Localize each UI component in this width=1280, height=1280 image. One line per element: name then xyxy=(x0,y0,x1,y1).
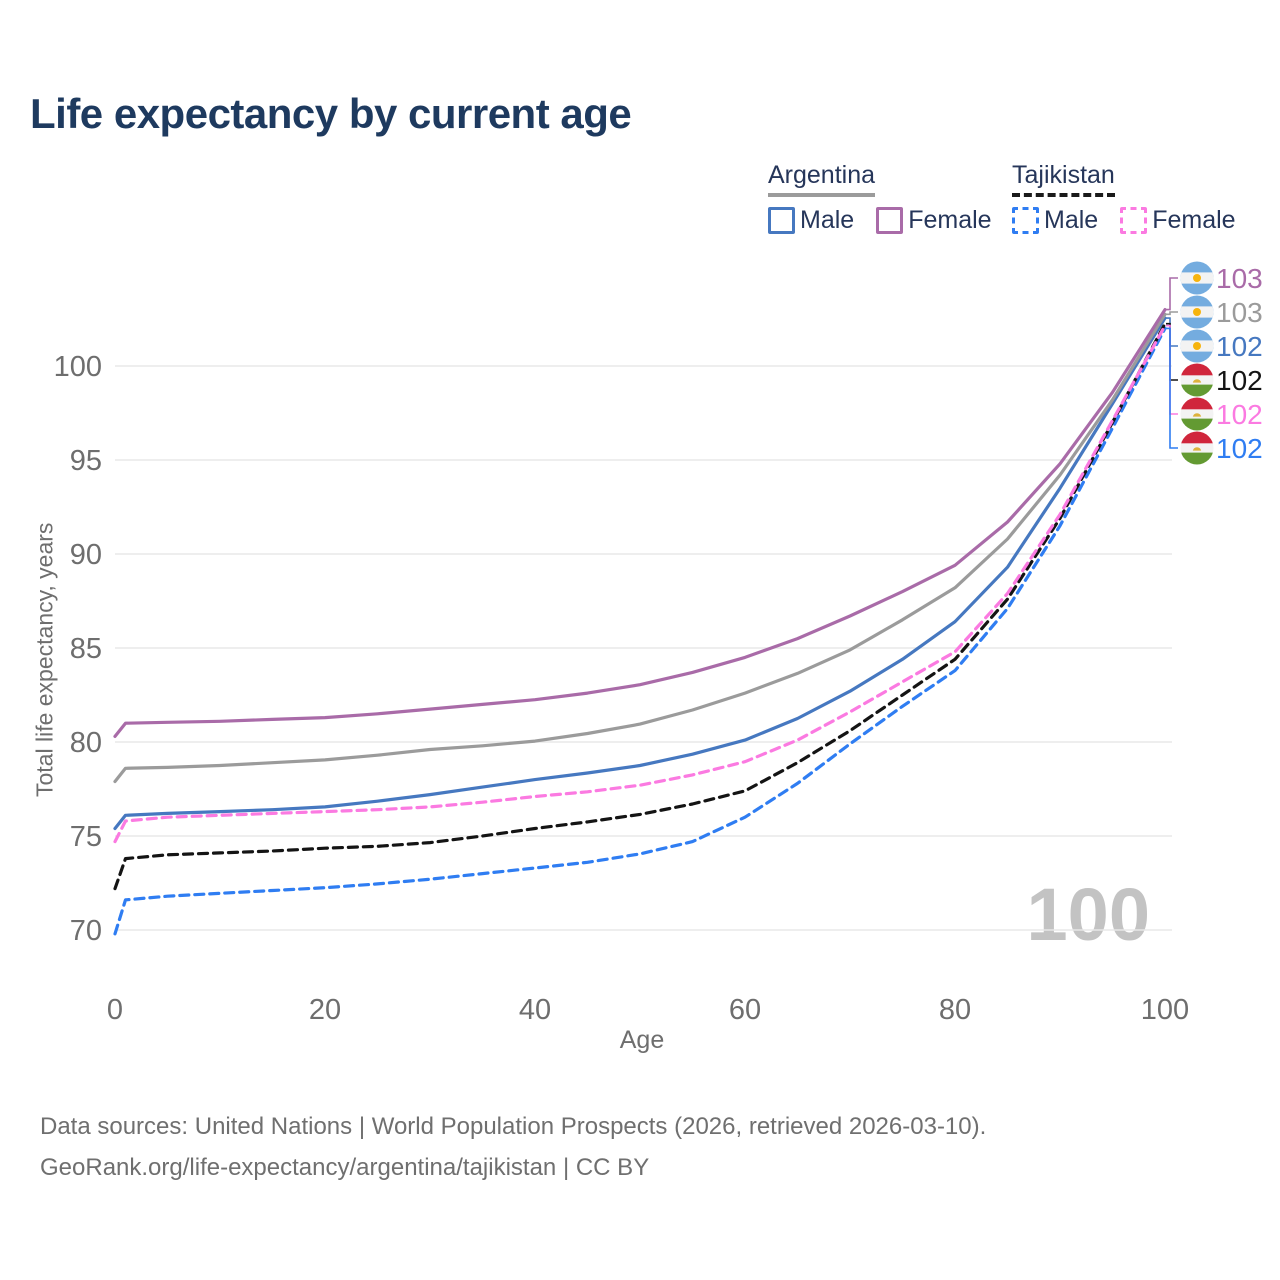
end-value-label-tajikistan-male: 102 xyxy=(1216,433,1263,464)
y-tick-label: 95 xyxy=(70,445,102,477)
end-value-label-argentina-female: 103 xyxy=(1216,263,1263,294)
series-line-argentina-total xyxy=(113,312,1167,784)
legend-label-argentina-female: Female xyxy=(908,206,992,234)
y-axis-title: Total life expectancy, years xyxy=(31,522,58,798)
x-tick-label: 20 xyxy=(309,994,341,1026)
end-value-label-tajikistan-female: 102 xyxy=(1216,399,1263,430)
legend-country-argentina[interactable]: Argentina xyxy=(768,161,876,197)
series-line-argentina-female xyxy=(113,308,1167,739)
x-tick-label: 80 xyxy=(939,994,971,1026)
y-tick-label: 90 xyxy=(70,539,102,571)
legend-swatch-argentina-female-icon xyxy=(876,207,904,234)
series-line-tajikistan-male xyxy=(113,326,1167,936)
legend-item-argentina-female[interactable]: Female xyxy=(876,206,992,235)
legend-country-tajikistan[interactable]: Tajikistan xyxy=(1012,161,1115,197)
leader-line-tajikistan-female xyxy=(1166,324,1178,415)
leader-line-argentina-total xyxy=(1166,311,1178,316)
flag-icon-tajikistan xyxy=(1180,397,1214,431)
legend-item-tajikistan-male[interactable]: Male xyxy=(1012,206,1098,235)
y-tick-label: 80 xyxy=(70,727,102,759)
x-tick-label: 100 xyxy=(1141,994,1189,1026)
x-tick-label: 0 xyxy=(107,994,123,1026)
legend-swatch-argentina-male-icon xyxy=(768,207,795,234)
legend-label-tajikistan-female: Female xyxy=(1152,206,1236,234)
flag-icon-argentina xyxy=(1180,295,1214,329)
hovered-age-indicator: 100 xyxy=(1026,873,1150,956)
footer-data-sources: Data sources: United Nations | World Pop… xyxy=(40,1113,987,1140)
leader-line-tajikistan-male xyxy=(1166,327,1178,449)
legend-item-argentina-male[interactable]: Male xyxy=(768,206,854,235)
end-value-label-argentina-male: 102 xyxy=(1216,331,1263,362)
footer-attribution: GeoRank.org/life-expectancy/argentina/ta… xyxy=(40,1154,650,1181)
footer: Data sources: United Nations | World Pop… xyxy=(40,1106,986,1188)
end-value-label-tajikistan-total: 102 xyxy=(1216,365,1263,396)
flag-icon-tajikistan xyxy=(1180,363,1214,397)
series-line-tajikistan-total xyxy=(113,322,1167,891)
x-tick-label: 60 xyxy=(729,994,761,1026)
y-tick-label: 70 xyxy=(70,915,102,947)
y-tick-label: 75 xyxy=(70,821,102,853)
legend-swatch-tajikistan-female-icon xyxy=(1120,207,1148,234)
series-line-tajikistan-female xyxy=(113,324,1167,844)
legend-swatch-tajikistan-male-icon xyxy=(1012,207,1039,234)
y-tick-label: 100 xyxy=(54,351,102,383)
leader-line-tajikistan-total xyxy=(1166,322,1178,381)
flag-icon-tajikistan xyxy=(1180,431,1214,465)
y-tick-label: 85 xyxy=(70,633,102,665)
leader-line-argentina-male xyxy=(1166,317,1178,347)
legend-group-tajikistan: Tajikistan Male Female xyxy=(1012,161,1258,235)
end-value-label-argentina-total: 103 xyxy=(1216,297,1263,328)
page-title: Life expectancy by current age xyxy=(30,90,632,137)
legend-label-tajikistan-male: Male xyxy=(1044,206,1099,234)
legend-label-argentina-male: Male xyxy=(800,206,855,234)
x-tick-label: 40 xyxy=(519,994,551,1026)
flag-icon-argentina xyxy=(1180,261,1214,295)
legend-item-tajikistan-female[interactable]: Female xyxy=(1120,206,1236,235)
flag-icon-argentina xyxy=(1180,329,1214,363)
legend-group-argentina: Argentina Male Female xyxy=(768,161,1014,235)
leader-line-argentina-female xyxy=(1166,277,1178,311)
x-axis-title: Age xyxy=(619,1026,665,1054)
series-line-argentina-male xyxy=(113,316,1167,831)
